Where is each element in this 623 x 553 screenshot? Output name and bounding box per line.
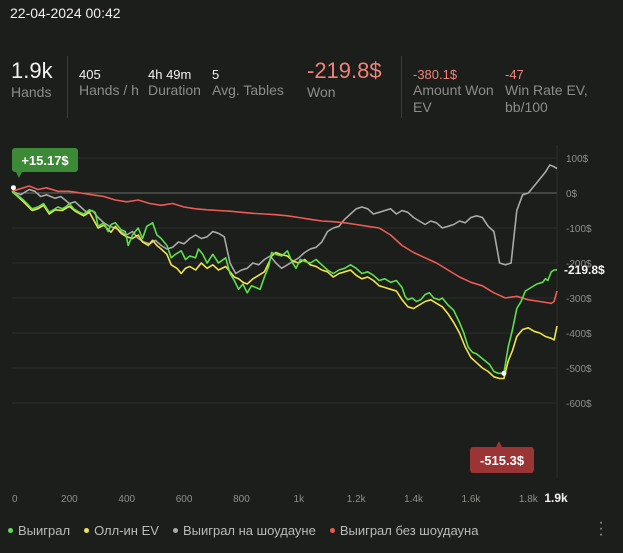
y-tick-label: -200$ — [566, 259, 592, 270]
x-tick-label: 0 — [12, 494, 18, 505]
x-tick-label: 1k — [294, 494, 306, 505]
min-badge — [470, 447, 534, 473]
series-line-won — [11, 190, 558, 375]
session-date: 22-04-2024 00:42 — [10, 5, 121, 21]
stat-duration-label: Duration — [148, 82, 201, 98]
legend-label-won: Выиграл — [18, 523, 71, 538]
stat-duration-value: 4h 49m — [148, 67, 192, 82]
stat-hands-per-hour-label: Hands / h — [79, 82, 139, 98]
stats-divider — [67, 56, 68, 118]
max-point-marker — [10, 185, 16, 191]
y-tick-label: -400$ — [566, 329, 592, 340]
x-tick-label: 800 — [233, 494, 250, 505]
stat-hands-per-hour: 405 Hands / h — [79, 67, 139, 99]
stat-hands-label: Hands — [11, 84, 52, 100]
stat-duration: 4h 49m Duration — [148, 67, 201, 99]
vertical-ellipsis-icon[interactable]: · · · — [598, 514, 604, 543]
min-badge-pointer — [496, 441, 502, 447]
legend-dot-non-showdown — [329, 528, 335, 533]
legend-item-showdown[interactable]: Выиграл на шоудауне — [172, 523, 316, 538]
y-tick-label: -500$ — [566, 364, 592, 375]
last-value-label: -219.8$ — [564, 263, 605, 277]
stat-won-label: Won — [307, 84, 336, 100]
results-chart[interactable]: 100$ 0$ -100$ -200$ -300$ -400$ -500$ -600$ 0 200… — [0, 140, 623, 510]
max-badge — [12, 148, 78, 172]
stat-avg-tables-value: 5 — [212, 67, 220, 82]
stat-amount-won-ev-label-2: EV — [413, 99, 432, 115]
legend-dot-allin-ev — [84, 528, 90, 533]
x-tick-label: 1.6k — [461, 494, 481, 505]
stat-amount-won-ev: -380.1$ Amount Won EV — [413, 67, 494, 116]
stat-amount-won-ev-value: -380.1$ — [413, 67, 458, 82]
legend-item-won[interactable]: Выиграл — [8, 523, 70, 538]
max-badge-label: +15.17$ — [21, 153, 69, 168]
legend-label-showdown: Выиграл на шоудауне — [182, 523, 316, 538]
legend-dot-showdown — [172, 528, 178, 533]
stat-hands-per-hour-value: 405 — [79, 67, 101, 82]
y-tick-label: 100$ — [566, 154, 589, 165]
y-tick-label: -300$ — [566, 294, 592, 305]
y-tick-label: 0$ — [566, 189, 578, 200]
series-line-allin_ev — [11, 190, 558, 380]
stat-won-value: -219.8$ — [307, 58, 382, 83]
stat-hands-value: 1.9k — [11, 58, 53, 83]
series-line-non_showdown — [11, 185, 558, 305]
x-tick-label: 1.9k — [544, 491, 568, 505]
max-badge-pointer — [16, 172, 22, 178]
stat-win-rate-ev-label-1: Win Rate EV, — [505, 82, 588, 98]
stat-win-rate-ev: -47 Win Rate EV, bb/100 — [505, 67, 588, 116]
legend-label-allin-ev: Олл-ин EV — [94, 523, 159, 538]
stat-win-rate-ev-value: -47 — [505, 67, 524, 82]
stat-won: -219.8$ Won — [307, 58, 382, 101]
stat-amount-won-ev-label-1: Amount Won — [413, 82, 494, 98]
stat-avg-tables: 5 Avg. Tables — [212, 67, 284, 99]
x-tick-label: 400 — [118, 494, 135, 505]
legend-item-allin-ev[interactable]: Олл-ин EV — [84, 523, 159, 538]
stat-win-rate-ev-label-2: bb/100 — [505, 99, 548, 115]
stat-avg-tables-label: Avg. Tables — [212, 82, 284, 98]
min-badge-label: -515.3$ — [480, 453, 525, 468]
stats-divider-2 — [401, 56, 402, 118]
legend-dot-won — [8, 528, 13, 533]
x-tick-label: 1.4k — [404, 494, 424, 505]
min-point-marker — [501, 370, 507, 376]
y-tick-label: -100$ — [566, 224, 592, 235]
y-tick-label: -600$ — [566, 399, 592, 410]
x-tick-label: 600 — [176, 494, 193, 505]
chart-legend: Выиграл Олл-ин EV Выиграл на шоудауне Вы… — [8, 523, 478, 538]
legend-label-non-showdown: Выиграл без шоудауна — [339, 523, 479, 538]
x-tick-label: 1.8k — [519, 494, 539, 505]
legend-item-non-showdown[interactable]: Выиграл без шоудауна — [329, 523, 479, 538]
x-tick-label: 1.2k — [347, 494, 367, 505]
x-tick-label: 200 — [61, 494, 78, 505]
stat-hands: 1.9k Hands — [11, 58, 53, 101]
